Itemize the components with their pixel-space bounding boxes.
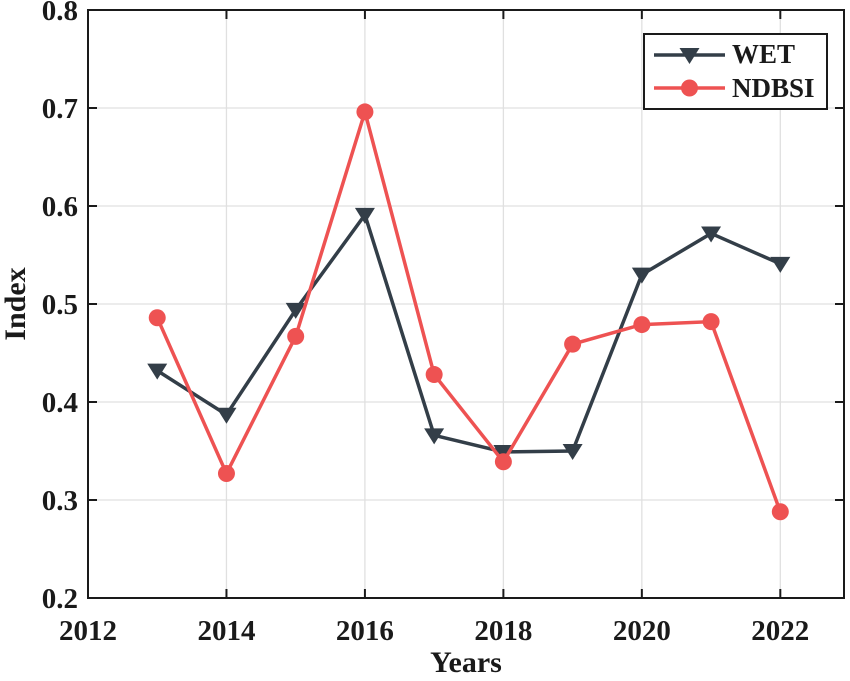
svg-text:2014: 2014 — [197, 615, 255, 647]
svg-text:2022: 2022 — [751, 615, 809, 647]
svg-text:0.7: 0.7 — [42, 93, 78, 125]
svg-text:0.6: 0.6 — [42, 191, 78, 223]
svg-text:0.4: 0.4 — [42, 387, 78, 419]
svg-text:0.8: 0.8 — [42, 0, 78, 27]
svg-text:0.5: 0.5 — [42, 289, 78, 321]
legend-entry-ndbsi: NDBSI — [654, 72, 826, 103]
svg-text:2016: 2016 — [336, 615, 394, 647]
wet-line-swatch — [654, 47, 725, 64]
x-axis-label: Years — [430, 646, 502, 679]
axis-ticks — [87, 9, 844, 599]
legend-entry-wet: WET — [654, 41, 826, 68]
svg-text:2020: 2020 — [613, 615, 671, 647]
svg-text:2012: 2012 — [59, 615, 117, 647]
series-lines — [147, 103, 791, 521]
legend-label-ndbsi: NDBSI — [732, 72, 815, 103]
svg-text:0.3: 0.3 — [42, 485, 78, 517]
y-axis-label: Index — [0, 267, 32, 341]
ndbsi-line-swatch — [654, 79, 725, 97]
legend: WET NDBSI — [643, 33, 828, 110]
legend-label-wet: WET — [732, 39, 796, 70]
tick-labels: 0.2 0.3 0.4 0.5 0.6 0.7 0.8 2012 2014 2016 2018 202… — [42, 0, 810, 647]
svg-text:0.2: 0.2 — [42, 583, 78, 615]
svg-text:2018: 2018 — [474, 615, 532, 647]
